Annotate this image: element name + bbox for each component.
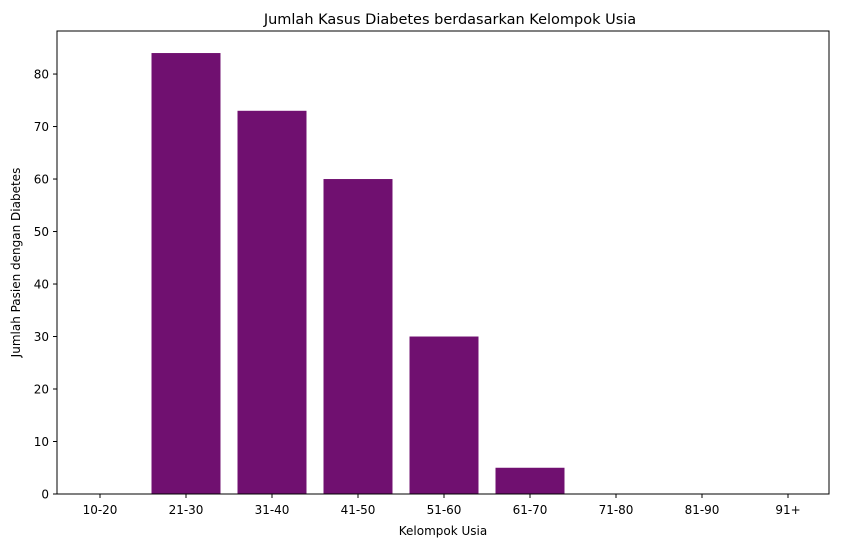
y-tick-label: 20 [34, 383, 49, 397]
bar-51-60 [409, 336, 479, 494]
x-tick-label: 81-90 [685, 503, 720, 517]
bar-31-40 [237, 110, 307, 494]
y-tick-label: 10 [34, 435, 49, 449]
y-tick-label: 60 [34, 173, 49, 187]
y-axis-title: Jumlah Pasien dengan Diabetes [9, 168, 23, 359]
bar-21-30 [151, 53, 221, 495]
x-tick-label: 51-60 [427, 503, 462, 517]
y-tick-label: 0 [41, 488, 49, 502]
bar-61-70 [495, 467, 565, 494]
x-tick-label: 21-30 [169, 503, 204, 517]
x-tick-label: 61-70 [513, 503, 548, 517]
y-axis: 0 10 20 30 40 50 60 70 80 [34, 68, 57, 502]
y-tick-label: 40 [34, 278, 49, 292]
y-tick-label: 80 [34, 68, 49, 82]
y-tick-label: 30 [34, 330, 49, 344]
x-tick-label: 91+ [775, 503, 800, 517]
x-tick-label: 41-50 [341, 503, 376, 517]
y-tick-label: 50 [34, 225, 49, 239]
x-tick-label: 10-20 [83, 503, 118, 517]
x-tick-label: 71-80 [599, 503, 634, 517]
y-tick-label: 70 [34, 120, 49, 134]
bars-group [151, 53, 565, 495]
bar-41-50 [323, 179, 393, 495]
chart-title: Jumlah Kasus Diabetes berdasarkan Kelomp… [263, 12, 636, 28]
x-tick-label: 31-40 [255, 503, 290, 517]
x-axis: 10-20 21-30 31-40 41-50 51-60 61-70 71-80 81-90… [83, 494, 801, 517]
plot-frame [56, 30, 830, 495]
x-axis-title: Kelompok Usia [399, 524, 487, 538]
